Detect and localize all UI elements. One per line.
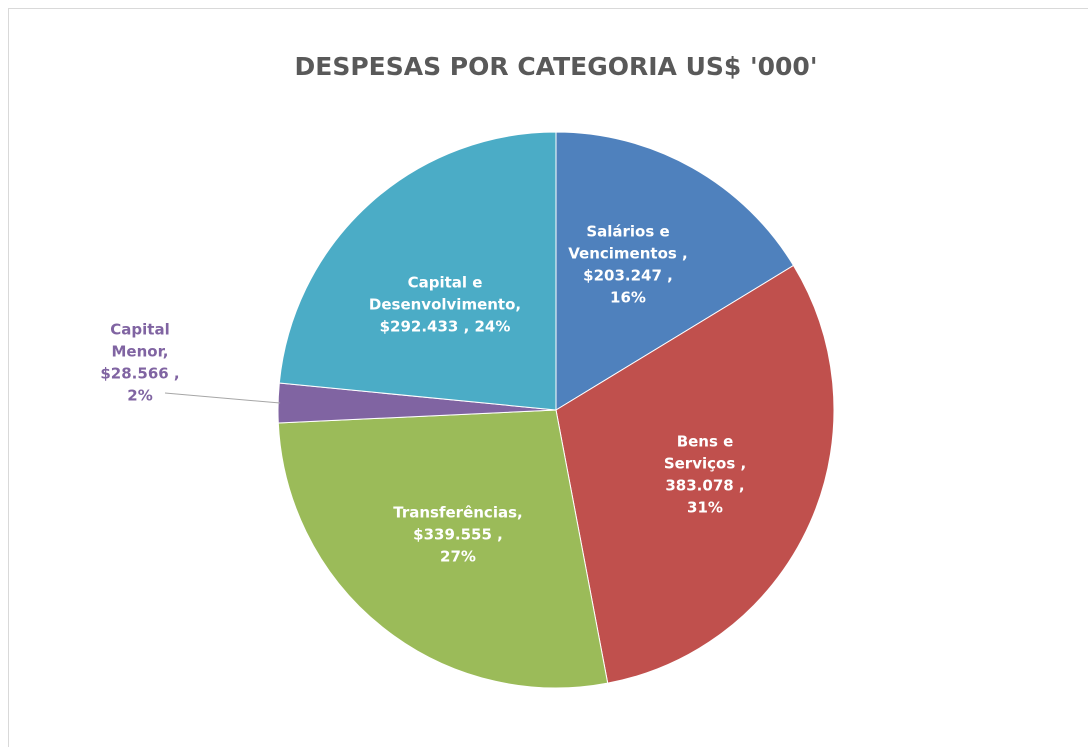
data-label-line: 27% xyxy=(440,548,476,566)
data-label: Salários e Vencimentos , $203.247 , 16% xyxy=(568,223,687,307)
data-label-line: $292.433 , 24% xyxy=(380,318,511,336)
data-label-line: Salários e xyxy=(586,223,669,241)
data-label-line: 31% xyxy=(687,499,723,517)
data-label-line: $28.566 , xyxy=(100,365,179,383)
data-label-line: Transferências, xyxy=(393,504,522,522)
data-label-line: Bens e xyxy=(677,433,734,451)
pie-slice xyxy=(555,264,835,684)
data-label-line: Desenvolvimento, xyxy=(369,296,521,314)
data-label: Bens e Serviços , 383.078 , 31% xyxy=(664,433,746,517)
data-label-line: Capital xyxy=(110,321,169,339)
data-label-line: 383.078 , xyxy=(665,477,744,495)
data-label-line: Vencimentos , xyxy=(568,245,687,263)
data-label-line: $339.555 , xyxy=(413,526,503,544)
data-label-line: 16% xyxy=(610,289,646,307)
leader-line xyxy=(164,392,281,404)
chart-title: DESPESAS POR CATEGORIA US$ '000' xyxy=(295,52,818,81)
data-label: Transferências, $339.555 , 27% xyxy=(393,504,522,566)
data-label-line: Serviços , xyxy=(664,455,746,473)
data-label-line: Menor, xyxy=(112,343,169,361)
data-label-line: 2% xyxy=(127,387,152,405)
pie-slice xyxy=(278,131,557,411)
data-label-line: $203.247 , xyxy=(583,267,673,285)
pie-slice xyxy=(277,409,609,689)
data-label: Capital Menor, $28.566 , 2% xyxy=(100,321,179,405)
data-label-line: Capital e xyxy=(408,274,483,292)
data-label: Capital e Desenvolvimento, $292.433 , 24% xyxy=(369,274,521,336)
pie-slice xyxy=(555,131,795,411)
